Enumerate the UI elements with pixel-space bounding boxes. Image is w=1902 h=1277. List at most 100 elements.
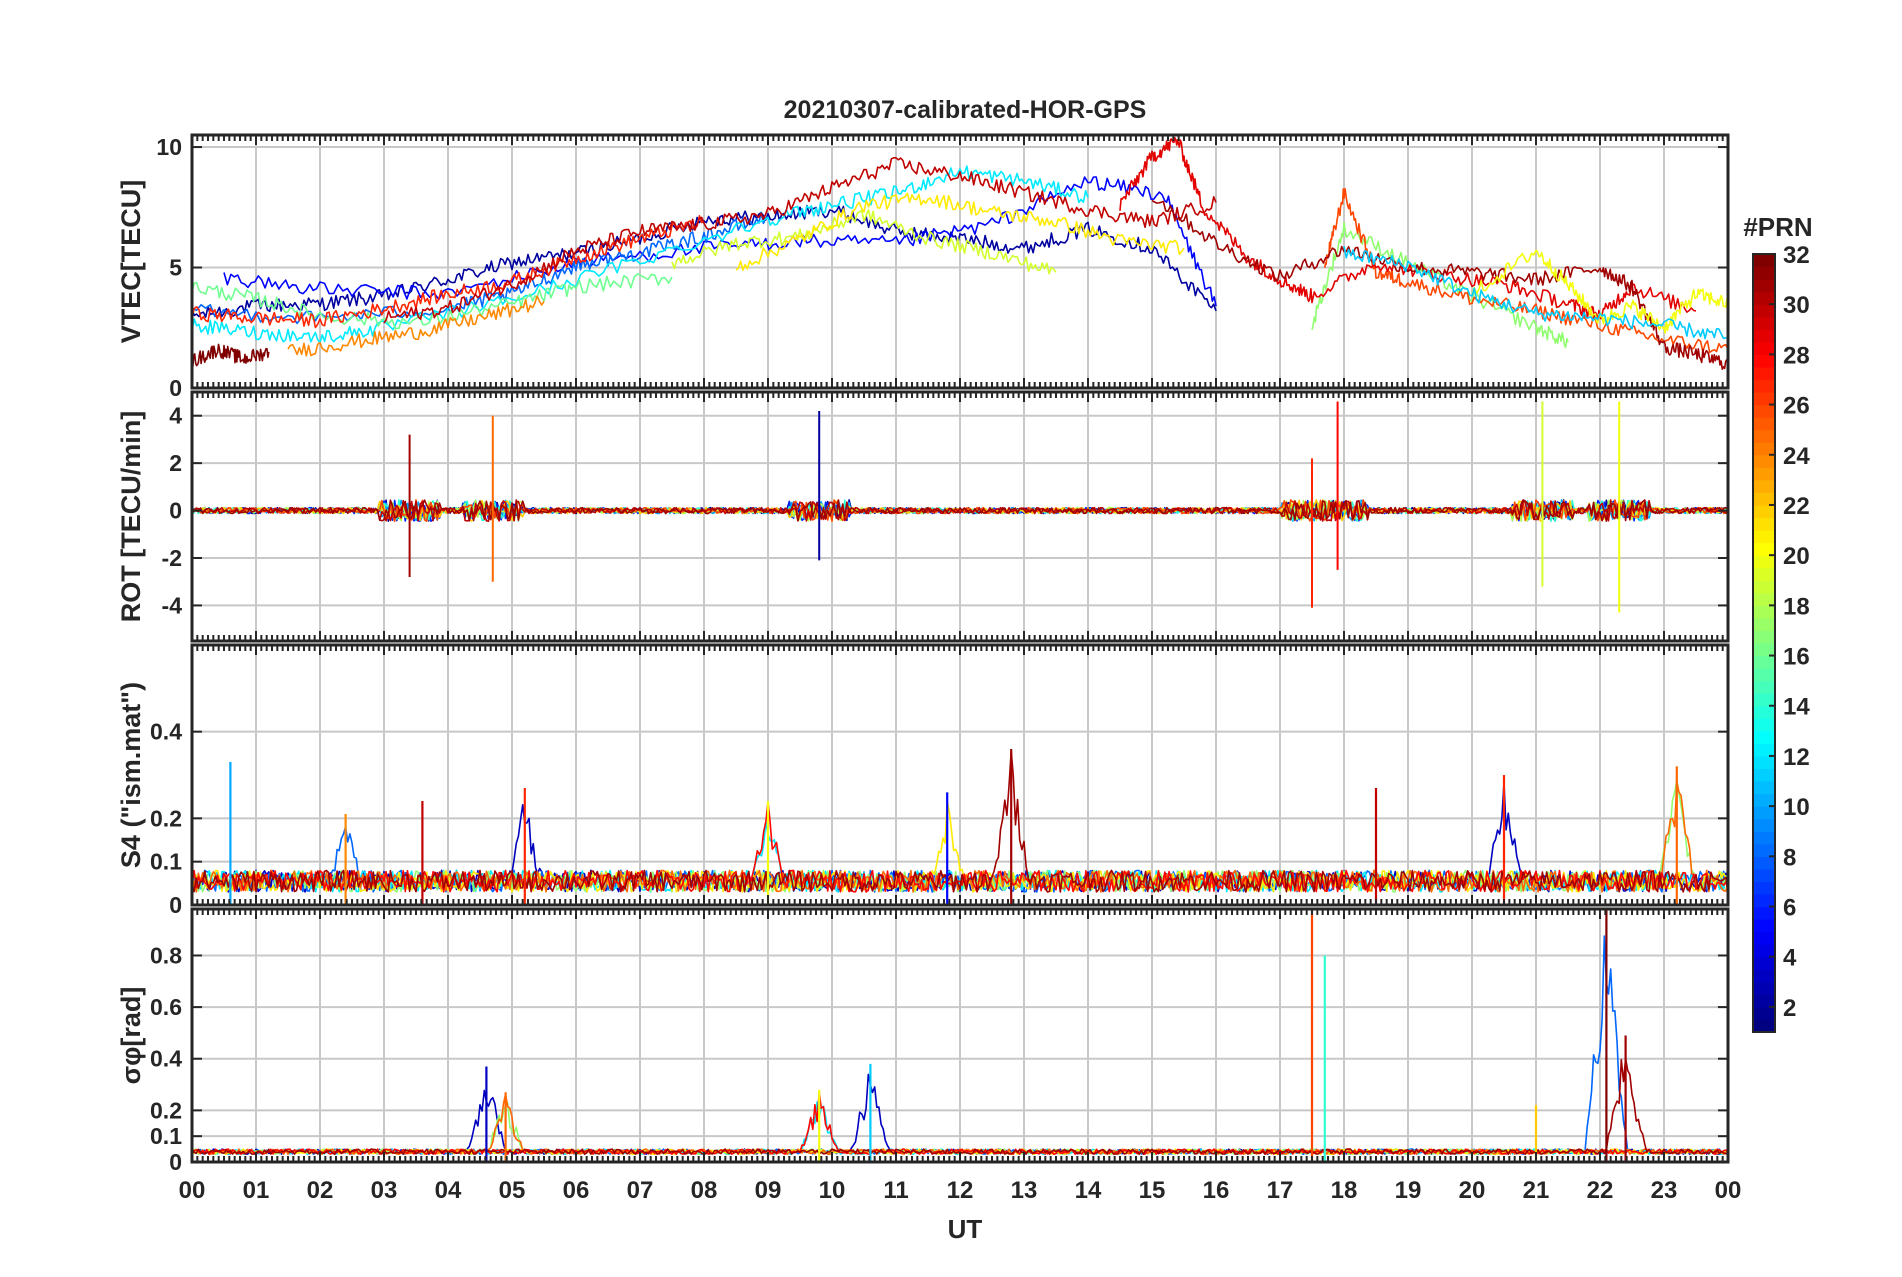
series-line-prn-19 xyxy=(671,209,1057,275)
x-tick-label: 00 xyxy=(179,1177,206,1204)
colorbar-segment xyxy=(1753,504,1775,519)
colorbar-segment xyxy=(1753,994,1775,1008)
colorbar-segment xyxy=(1753,291,1775,305)
x-tick-label: 00 xyxy=(1715,1177,1742,1204)
x-axis: 00 01 02 03 04 05 06 07 08 09 10 11 12 13 14 15 16 17 18 19… xyxy=(179,1177,1742,1204)
colorbar-tick-label: 6 xyxy=(1783,895,1796,922)
y-axis-label: S4 ("ism.mat") xyxy=(116,682,146,868)
colorbar-tick-label: 4 xyxy=(1783,945,1797,972)
noise-line-prn-30 xyxy=(191,499,1729,523)
colorbar-segment xyxy=(1753,643,1775,657)
colorbar-segment xyxy=(1753,454,1775,468)
series-line-prn-32 xyxy=(191,343,270,368)
colorbar-segment xyxy=(1753,442,1775,456)
colorbar-segment xyxy=(1753,969,1775,983)
panel-sigma_phi: 00.10.2 0.4 0.6 0.8σφ[rad] xyxy=(116,907,1730,1175)
series-line-prn-8 xyxy=(191,211,769,325)
series-line-prn-31 xyxy=(1151,199,1729,370)
colorbar-segment xyxy=(1753,366,1775,381)
series-group-vtec xyxy=(191,137,1729,370)
colorbar-segment xyxy=(1753,517,1775,531)
y-tick-label: 0 xyxy=(169,498,182,524)
colorbar-tick-label: 22 xyxy=(1783,493,1810,520)
y-tick-label: 0.6 xyxy=(150,994,182,1020)
series-line-prn-27 xyxy=(191,215,705,329)
noise-line-prn-28 xyxy=(191,800,1729,893)
y-tick-label: 5 xyxy=(169,255,182,281)
colorbar-segment xyxy=(1753,567,1775,581)
colorbar-segment xyxy=(1753,542,1775,556)
colorbar-segment xyxy=(1753,617,1775,632)
colorbar-frame xyxy=(1752,253,1776,1033)
colorbar-segment xyxy=(1753,379,1775,393)
x-tick-label: 08 xyxy=(691,1177,718,1204)
colorbar-segment xyxy=(1753,705,1775,719)
colorbar-segment xyxy=(1753,944,1775,958)
series-line-prn-21 xyxy=(735,192,1185,272)
x-tick-label: 16 xyxy=(1203,1177,1230,1204)
colorbar-segment xyxy=(1753,655,1775,669)
x-tick-label: 17 xyxy=(1267,1177,1294,1204)
x-tick-label: 06 xyxy=(563,1177,590,1204)
colorbar-tick-label: 18 xyxy=(1783,593,1810,620)
x-tick-label: 10 xyxy=(819,1177,846,1204)
colorbar-segment xyxy=(1753,605,1775,619)
colorbar-segment xyxy=(1753,254,1775,268)
colorbar-segment xyxy=(1753,893,1775,908)
series-line-prn-12 xyxy=(191,165,1089,344)
colorbar-segment xyxy=(1753,718,1775,732)
colorbar-segment xyxy=(1753,630,1775,644)
x-tick-label: 21 xyxy=(1523,1177,1550,1204)
colorbar-tick-label: 12 xyxy=(1783,744,1810,771)
panel-rot: -4 -2 0 2 4 ROT [TECU/min] xyxy=(116,390,1730,643)
y-tick-label: 0.2 xyxy=(150,805,182,831)
colorbar-segment xyxy=(1753,680,1775,694)
x-tick-label: 11 xyxy=(883,1177,908,1204)
x-tick-label: 07 xyxy=(627,1177,654,1204)
colorbar-segment xyxy=(1753,730,1775,744)
colorbar-segment xyxy=(1753,806,1775,820)
colorbar-segment xyxy=(1753,743,1775,757)
y-tick-label: 4 xyxy=(169,403,182,429)
colorbar-segment xyxy=(1753,868,1775,883)
x-tick-label: 18 xyxy=(1331,1177,1358,1204)
x-tick-label: 15 xyxy=(1139,1177,1166,1204)
colorbar-segment xyxy=(1753,919,1775,933)
colorbar-segment xyxy=(1753,818,1775,832)
x-tick-label: 20 xyxy=(1459,1177,1486,1204)
y-tick-label: 0 xyxy=(169,1149,182,1175)
noise-line-prn-31 xyxy=(191,750,1729,893)
chart-title: 20210307-calibrated-HOR-GPS xyxy=(784,96,1147,124)
colorbar-segment xyxy=(1753,781,1775,795)
colorbar-segment xyxy=(1753,467,1775,481)
noise-line-prn-21 xyxy=(191,800,1729,893)
colorbar-segment xyxy=(1753,329,1775,343)
colorbar-segment xyxy=(1753,768,1775,782)
series-group-s4 xyxy=(191,749,1729,905)
colorbar-segment xyxy=(1753,1019,1775,1033)
x-tick-label: 02 xyxy=(307,1177,334,1204)
colorbar-segment xyxy=(1753,479,1775,494)
x-axis-label: UT xyxy=(948,1214,983,1244)
colorbar-segment xyxy=(1753,492,1775,506)
y-tick-label: -4 xyxy=(162,592,183,618)
x-tick-label: 05 xyxy=(499,1177,526,1204)
colorbar-segment xyxy=(1753,793,1775,807)
colorbar-segment xyxy=(1753,856,1775,870)
y-axis-label: ROT [TECU/min] xyxy=(116,411,146,622)
colorbar-segment xyxy=(1753,580,1775,594)
x-tick-label: 12 xyxy=(947,1177,974,1204)
series-group-rot xyxy=(191,401,1729,613)
colorbar-label: #PRN xyxy=(1743,212,1812,242)
colorbar-tick-label: 30 xyxy=(1783,292,1810,319)
noise-line-prn-31 xyxy=(191,499,1729,523)
y-tick-label: 0.1 xyxy=(150,1123,182,1149)
colorbar-segment xyxy=(1753,906,1775,920)
series-line-prn-2 xyxy=(191,204,1217,318)
y-tick-label: 2 xyxy=(169,450,182,476)
x-tick-label: 01 xyxy=(243,1177,270,1204)
colorbar-segment xyxy=(1753,668,1775,682)
